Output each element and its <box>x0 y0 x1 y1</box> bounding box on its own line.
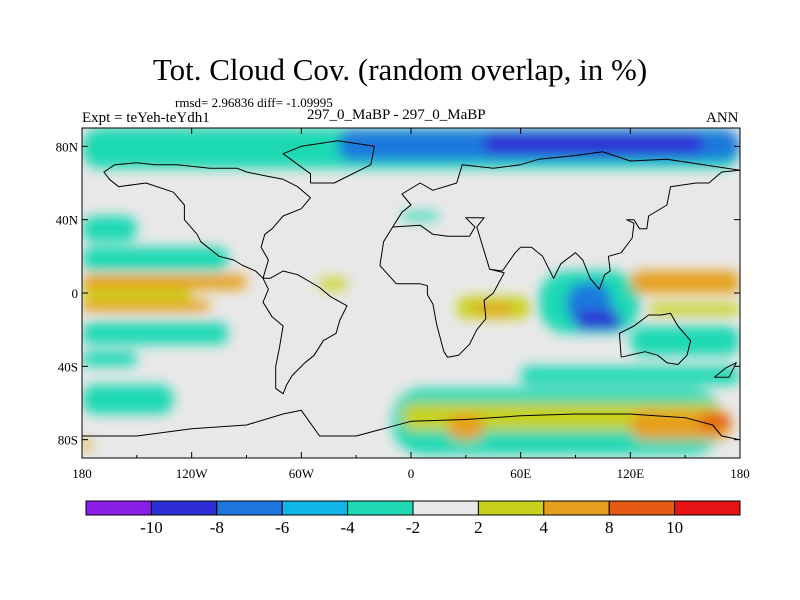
field-region-24 <box>447 414 485 440</box>
field-region-9 <box>82 351 137 367</box>
colorbar-label-5: 2 <box>474 518 483 537</box>
colorbar-box-6 <box>477 500 545 516</box>
x-tick-label-3: 0 <box>408 466 415 481</box>
field-region-16 <box>630 326 740 356</box>
field-region-26 <box>699 414 731 429</box>
colorbar-box-3 <box>281 500 349 516</box>
chart-title: Tot. Cloud Cov. (random overlap, in %) <box>152 52 648 87</box>
x-tick-label-4: 60E <box>510 466 531 481</box>
colorbar: -10 -8 -6 -4 -2 2 4 8 10 <box>85 500 741 537</box>
y-tick-label-2: 0 <box>72 286 79 301</box>
colorbar-box-0 <box>85 500 152 516</box>
coastline-10 <box>714 362 737 378</box>
colorbar-label-4: -2 <box>406 518 420 537</box>
field-regions <box>82 128 740 455</box>
experiment-label: Expt = teYeh-teYdh1 <box>82 110 210 126</box>
field-region-3 <box>82 216 137 242</box>
x-tick-label-1: 120W <box>176 466 209 481</box>
field-region-4 <box>82 247 229 271</box>
season-label: ANN <box>706 110 739 126</box>
field-region-18 <box>474 304 512 315</box>
colorbar-box-5 <box>412 500 479 516</box>
field-region-6 <box>82 289 192 301</box>
field-region-7 <box>82 300 210 312</box>
coastline-4 <box>103 162 264 279</box>
field-region-13 <box>575 311 622 330</box>
coastline-3 <box>379 265 505 358</box>
colorbar-label-6: 4 <box>540 518 549 537</box>
coastline-8 <box>618 312 692 365</box>
y-axis: 80N 40N 0 40S 80S <box>56 139 740 448</box>
field-region-14 <box>630 271 740 293</box>
field-region-27 <box>82 439 92 451</box>
x-tick-label-5: 120E <box>617 466 645 481</box>
colorbar-label-7: 8 <box>605 518 614 537</box>
colorbar-label-2: -6 <box>275 518 289 537</box>
coastline-9 <box>82 409 740 441</box>
y-tick-label-0: 80N <box>56 139 79 154</box>
coastline-7 <box>282 140 375 184</box>
colorbar-box-2 <box>216 500 283 516</box>
coastline-6 <box>262 270 348 395</box>
coastline-0 <box>392 151 740 228</box>
field-region-5 <box>82 274 247 290</box>
field-region-8 <box>82 322 229 345</box>
field-region-10 <box>82 384 174 414</box>
field-region-2 <box>484 133 704 154</box>
y-tick-label-1: 40N <box>56 213 79 228</box>
coastlines <box>82 140 740 441</box>
field-region-20 <box>401 212 439 220</box>
case-label: 297_0_MaBP - 297_0_MaBP <box>307 107 486 123</box>
coastline-2 <box>379 226 394 266</box>
x-tick-label-2: 60W <box>289 466 315 481</box>
x-tick-label-0: 180 <box>72 466 92 481</box>
colorbar-box-4 <box>347 500 414 516</box>
coastline-1 <box>392 169 740 290</box>
colorbar-box-7 <box>543 500 610 516</box>
colorbar-label-0: -10 <box>140 518 163 537</box>
colorbar-label-3: -4 <box>341 518 356 537</box>
rmsd-diff-stats: rmsd= 2.96836 diff= -1.09995 <box>175 95 333 110</box>
colorbar-box-1 <box>150 500 218 516</box>
field-region-15 <box>648 304 740 315</box>
colorbar-label-8: 10 <box>666 518 683 537</box>
colorbar-box-8 <box>608 500 676 516</box>
colorbar-box-9 <box>674 500 741 516</box>
field-region-21 <box>520 366 740 385</box>
x-axis: 180 120W 60W 0 60E 120E 180 <box>72 128 750 481</box>
y-tick-label-4: 80S <box>58 433 78 448</box>
y-tick-label-3: 40S <box>58 359 78 374</box>
coastline-5 <box>246 171 311 279</box>
field-region-19 <box>319 278 348 290</box>
x-tick-label-6: 180 <box>730 466 750 481</box>
colorbar-label-1: -8 <box>210 518 224 537</box>
